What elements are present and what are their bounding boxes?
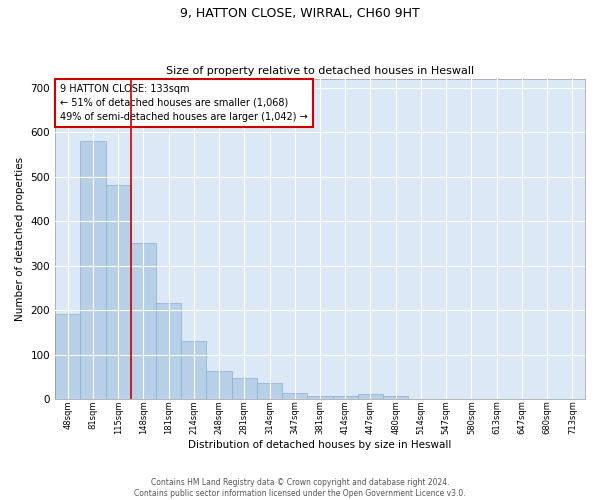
Bar xyxy=(358,394,383,399)
Bar xyxy=(80,142,106,399)
Bar xyxy=(332,396,358,399)
Bar xyxy=(156,303,181,399)
Text: 9 HATTON CLOSE: 133sqm
← 51% of detached houses are smaller (1,068)
49% of semi-: 9 HATTON CLOSE: 133sqm ← 51% of detached… xyxy=(61,84,308,122)
Text: 9, HATTON CLOSE, WIRRAL, CH60 9HT: 9, HATTON CLOSE, WIRRAL, CH60 9HT xyxy=(180,8,420,20)
Bar xyxy=(383,396,409,399)
Y-axis label: Number of detached properties: Number of detached properties xyxy=(15,157,25,321)
Title: Size of property relative to detached houses in Heswall: Size of property relative to detached ho… xyxy=(166,66,474,76)
Text: Contains HM Land Registry data © Crown copyright and database right 2024.
Contai: Contains HM Land Registry data © Crown c… xyxy=(134,478,466,498)
X-axis label: Distribution of detached houses by size in Heswall: Distribution of detached houses by size … xyxy=(188,440,452,450)
Bar xyxy=(282,392,307,399)
Bar xyxy=(257,382,282,399)
Bar xyxy=(131,242,156,399)
Bar xyxy=(55,314,80,399)
Bar xyxy=(106,185,131,399)
Bar xyxy=(181,342,206,399)
Bar xyxy=(232,378,257,399)
Bar xyxy=(307,396,332,399)
Bar xyxy=(206,371,232,399)
